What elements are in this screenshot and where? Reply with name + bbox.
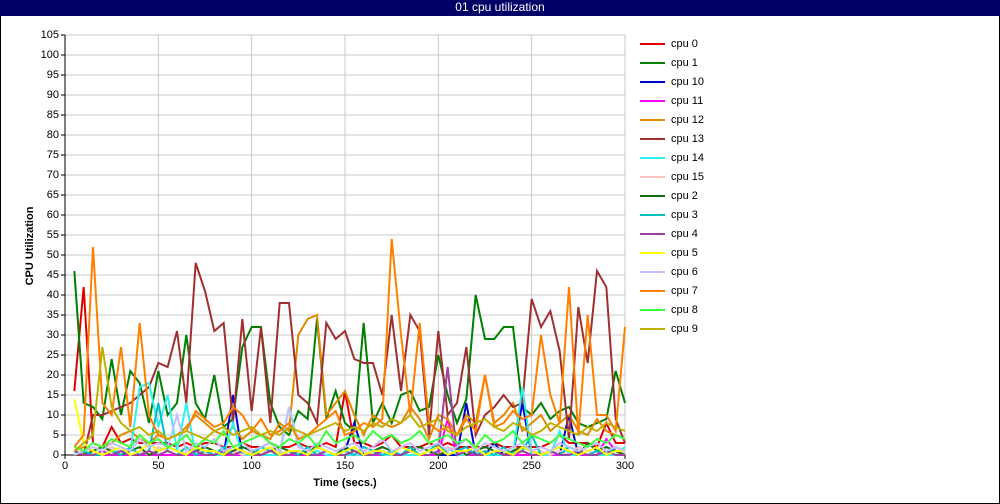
legend-label: cpu 11 <box>671 95 703 107</box>
y-axis-label: CPU Utilization <box>24 206 36 285</box>
series-line <box>73 270 626 437</box>
legend-label: cpu 6 <box>671 266 698 278</box>
y-tick-label: 80 <box>47 129 59 141</box>
legend-label: cpu 12 <box>671 114 704 126</box>
series-line <box>73 346 626 452</box>
y-tick-label: 55 <box>47 229 59 241</box>
y-tick-label: 65 <box>47 189 59 201</box>
y-tick-label: 5 <box>53 429 59 441</box>
y-tick-label: 60 <box>47 209 59 221</box>
x-tick-label: 200 <box>429 460 447 472</box>
legend-label: cpu 15 <box>671 171 704 183</box>
x-tick-label: 300 <box>616 460 634 472</box>
legend-label: cpu 2 <box>671 190 698 202</box>
legend-label: cpu 13 <box>671 133 704 145</box>
y-tick-label: 25 <box>47 349 59 361</box>
y-tick-label: 50 <box>47 249 59 261</box>
y-tick-label: 45 <box>47 269 59 281</box>
x-tick-label: 150 <box>336 460 354 472</box>
x-tick-label: 250 <box>522 460 540 472</box>
y-tick-label: 40 <box>47 289 59 301</box>
series-line <box>73 398 625 457</box>
legend-label: cpu 0 <box>671 38 698 50</box>
y-tick-label: 0 <box>53 449 59 461</box>
series-line <box>73 429 626 453</box>
y-tick-label: 85 <box>47 109 59 121</box>
x-tick-label: 50 <box>152 460 164 472</box>
y-tick-label: 30 <box>47 329 59 341</box>
y-tick-label: 90 <box>47 89 59 101</box>
y-tick-label: 20 <box>47 369 59 381</box>
legend-label: cpu 8 <box>671 304 698 316</box>
legend-label: cpu 14 <box>671 152 704 164</box>
legend-label: cpu 1 <box>671 57 698 69</box>
title-bar <box>0 0 1000 16</box>
y-tick-label: 95 <box>47 69 59 81</box>
legend-label: cpu 9 <box>671 323 698 335</box>
x-tick-label: 0 <box>62 460 68 472</box>
x-axis-label: Time (secs.) <box>313 477 377 489</box>
y-tick-label: 100 <box>41 49 59 61</box>
y-tick-label: 15 <box>47 389 59 401</box>
legend-label: cpu 5 <box>671 247 698 259</box>
legend-label: cpu 10 <box>671 76 704 88</box>
y-tick-label: 70 <box>47 169 59 181</box>
series-line <box>74 262 626 456</box>
series-line <box>73 366 625 457</box>
legend-label: cpu 4 <box>671 228 698 240</box>
y-tick-label: 75 <box>47 149 59 161</box>
y-tick-label: 10 <box>47 409 59 421</box>
y-tick-label: 35 <box>47 309 59 321</box>
legend-label: cpu 3 <box>671 209 698 221</box>
y-tick-label: 105 <box>41 29 59 41</box>
x-tick-label: 100 <box>242 460 260 472</box>
chart-title: 01 cpu utilization <box>455 0 544 14</box>
legend-label: cpu 7 <box>671 285 698 297</box>
